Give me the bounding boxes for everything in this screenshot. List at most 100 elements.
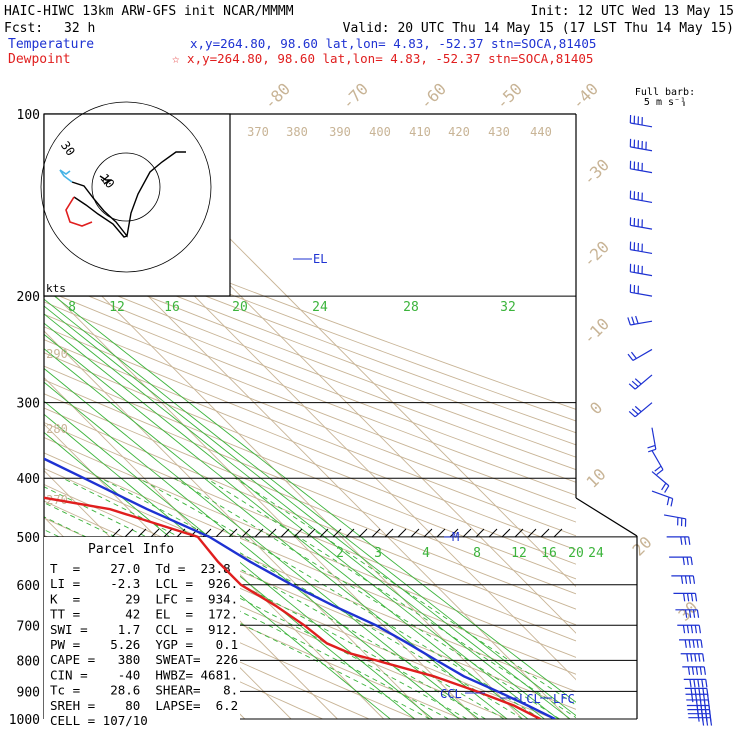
hodograph-ring-outer [40, 101, 212, 273]
mixing-ratio-label: 24 [588, 546, 604, 561]
wind-barb [651, 471, 670, 493]
wind-barb-flag [656, 469, 664, 476]
wind-barb [629, 160, 653, 174]
wind-barb-flag [697, 679, 700, 688]
pressure-label-100: 100 [17, 108, 40, 123]
wind-barb [675, 609, 700, 618]
hatch-mark [111, 528, 121, 538]
dry-adiabat-line [44, 422, 576, 642]
dewpoint-profile [44, 496, 541, 719]
mixing-ratio-label: 20 [232, 300, 248, 315]
parcel-info-row: PW = 5.26 YGP = 0.1 [50, 637, 238, 652]
mixing-ratio-label: 3 [374, 546, 382, 561]
wind-barb-flag [696, 639, 699, 648]
mixing-ratio-label: 4 [422, 546, 430, 561]
wind-barb [688, 717, 713, 726]
wind-barb-shaft [630, 291, 653, 297]
pressure-label-600: 600 [17, 579, 40, 594]
wind-barb-shaft [630, 224, 653, 230]
wind-barb-shaft [630, 122, 653, 128]
isotherm-line [44, 283, 477, 719]
ccl-marker: CCL [440, 687, 462, 701]
wind-barb-shaft [651, 490, 673, 500]
wind-barb [673, 592, 698, 602]
wind-barb-shaft [634, 374, 653, 390]
wind-barb-flag [705, 679, 708, 688]
hodograph-units: kts [46, 282, 66, 295]
wind-barb-flag [687, 666, 691, 675]
wind-barb [685, 693, 710, 703]
wind-barb-flag [696, 609, 700, 618]
wind-barb-flag [684, 639, 687, 648]
hatch-mark [423, 528, 433, 538]
parcel-info-rows: T = 27.0 Td = 23.8LI = -2.3 LCL = 926.K … [50, 561, 238, 728]
isotherm-label: 10 [583, 465, 610, 492]
hatch-mark [358, 528, 368, 538]
hatch-mark [384, 528, 394, 538]
wind-barbs [627, 114, 713, 726]
hatch-mark [228, 528, 238, 538]
isotherm-label: 0 [586, 398, 606, 418]
hatch-mark [267, 528, 277, 538]
dry-adiabat-line [44, 231, 576, 434]
parcel-info-row: T = 27.0 Td = 23.8 [50, 561, 231, 576]
pressure-label-800: 800 [17, 654, 40, 669]
wind-barb-shaft [634, 402, 653, 418]
isotherm-line [0, 114, 13, 719]
dry-adiabat-line [44, 277, 576, 483]
wind-barb [684, 687, 709, 697]
hatch-mark [345, 528, 355, 538]
wind-barb [629, 263, 653, 277]
hatch-mark [332, 528, 342, 538]
temperature-profile [44, 457, 556, 719]
hatch-mark [527, 528, 537, 538]
isotherm-label: -80 [260, 79, 294, 113]
parcel-info-row: Tc = 28.6 SHEAR= 8. [50, 683, 238, 698]
wind-barb-flag [627, 353, 634, 361]
wind-barb-flag [689, 679, 692, 688]
hodograph-trace-cyan [59, 169, 73, 183]
pressure-label-1000: 1000 [9, 713, 40, 728]
dry-adiabat-line [44, 365, 576, 580]
isotherm-label: -30 [579, 155, 613, 189]
wind-barb-flag [699, 666, 703, 675]
hatch-mark [514, 528, 524, 538]
mixing-ratio-labels: 8 12 16 20 24 28 32 2 3 4 8 12 16 20 24 [68, 300, 604, 561]
wind-barb [679, 639, 703, 648]
temperature-location: x,y=264.80, 98.60 lat,lon= 4.83, -52.37 … [190, 36, 596, 51]
wind-barb-flag [690, 625, 694, 634]
hatch-mark [176, 528, 186, 538]
hatch-mark [124, 528, 134, 538]
wind-barb [651, 490, 674, 507]
dry-adiabat-line [44, 326, 576, 537]
dry-adiabat-label: 410 [409, 125, 431, 139]
dry-adiabat-line [44, 452, 576, 675]
m-marker: M [452, 530, 459, 544]
dewpoint-legend: Dewpoint [8, 52, 71, 67]
wind-barb-flag [684, 575, 688, 584]
dry-adiabat-line [44, 467, 576, 693]
hatch-mark [150, 528, 160, 538]
barb-legend-line1: Full barb: [635, 87, 695, 98]
dry-adiabat-line [44, 379, 576, 595]
parcel-info-panel: Parcel Info T = 27.0 Td = 23.8LI = -2.3 … [44, 537, 240, 728]
hatch-mark [462, 528, 472, 538]
parcel-info-row: CAPE = 380 SWEAT= 226 [50, 652, 238, 667]
pressure-label-900: 900 [17, 685, 40, 700]
dry-adiabat-line [44, 437, 576, 658]
wind-barb [629, 190, 653, 203]
wind-barb-shaft [630, 271, 653, 277]
wind-barb-flag [666, 497, 670, 506]
wind-barb-flag [691, 694, 694, 703]
hatch-mark [254, 528, 264, 538]
wind-barb-flag [686, 557, 689, 566]
wind-barb-flag [630, 351, 637, 359]
moist-adiabat-line [235, 477, 576, 706]
dry-adiabat-line [44, 265, 576, 471]
hatch-mark [319, 528, 329, 538]
wind-barb-flag [664, 485, 670, 493]
dry-adiabat-line [44, 313, 576, 523]
mixing-ratio-label: 12 [109, 300, 125, 315]
wind-barb [628, 374, 653, 390]
